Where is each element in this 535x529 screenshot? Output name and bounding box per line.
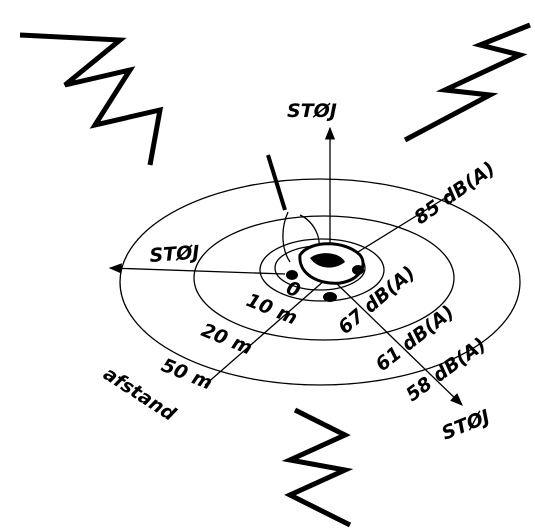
noise-label: STØJ xyxy=(287,100,337,122)
level-line xyxy=(344,194,451,261)
mower-handle xyxy=(266,154,287,211)
distance-label: 0 xyxy=(283,277,303,302)
noise-label: STØJ xyxy=(149,242,200,267)
distance-label: 20 m xyxy=(198,319,255,359)
wheel xyxy=(323,292,337,302)
distance-line xyxy=(204,279,326,386)
ring xyxy=(193,215,455,341)
mower-motor xyxy=(310,253,345,268)
ring xyxy=(119,178,521,386)
noise-label: STØJ xyxy=(439,406,493,445)
distance-label: 50 m xyxy=(158,354,215,394)
zigzag xyxy=(403,22,531,143)
arrow xyxy=(108,263,286,275)
wheel xyxy=(286,270,298,280)
zigzag xyxy=(19,32,164,166)
zigzag xyxy=(281,407,354,528)
wheel xyxy=(352,265,364,275)
ring xyxy=(259,238,385,302)
arrow xyxy=(334,281,463,406)
